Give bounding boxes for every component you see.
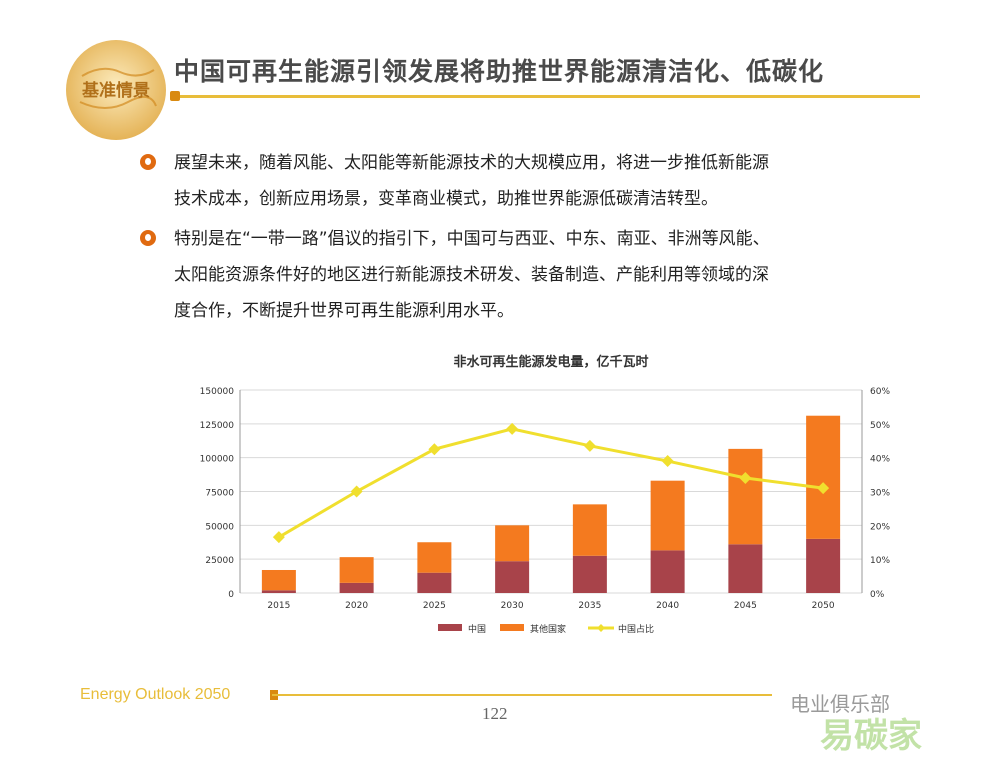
bullet-item: 特别是在“一带一路”倡议的指引下，中国可与西亚、中东、南亚、非洲等风能、 太阳能… [140,221,940,329]
bullet-icon [140,154,156,170]
x-axis-tick: 2045 [734,601,757,611]
right-axis-tick: 30% [870,489,890,499]
bar-china [495,561,530,593]
bullet-list: 展望未来，随着风能、太阳能等新能源技术的大规模应用，将进一步推低新能源 技术成本… [140,145,940,333]
x-axis-tick: 2025 [423,601,446,611]
share-point [428,443,441,456]
left-axis-tick: 25000 [205,556,234,566]
legend-swatch [500,624,524,631]
left-axis-tick: 150000 [200,387,235,397]
right-axis-tick: 0% [870,590,885,600]
bar-others [261,569,296,591]
legend-label: 其他国家 [530,623,566,635]
bullet-line: 技术成本，创新应用场景，变革商业模式，助推世界能源低碳清洁转型。 [174,189,718,209]
watermark-logo: 易碳家 [820,716,922,756]
share-point [506,422,519,435]
renewables-chart: 非水可再生能源发电量，亿千瓦时 0 25000 50000 75000 100000 125… [200,354,891,635]
bar-others [417,542,452,573]
x-axis-tick: 2050 [812,601,835,611]
bullet-item: 展望未来，随着风能、太阳能等新能源技术的大规模应用，将进一步推低新能源 技术成本… [140,145,940,217]
header-divider [170,95,920,98]
logo-text: 基准情景 [81,80,150,101]
share-point [350,485,363,498]
bar-china [728,544,763,593]
right-axis-tick: 20% [870,522,890,532]
share-point [272,531,285,544]
bullet-line: 特别是在“一带一路”倡议的指引下，中国可与西亚、中东、南亚、非洲等风能、 [174,229,770,249]
legend-swatch [438,624,462,631]
right-axis-tick: 60% [870,387,890,397]
left-axis-tick: 125000 [200,421,235,431]
bar-china [650,550,685,593]
bar-china [806,538,841,593]
bullet-line: 展望未来，随着风能、太阳能等新能源技术的大规模应用，将进一步推低新能源 [174,153,769,173]
x-axis-tick: 2015 [267,601,290,611]
share-point [739,471,752,484]
bar-china [339,582,374,593]
share-line [278,427,824,539]
right-axis-tick: 10% [870,556,890,566]
chart-area: 非水可再生能源发电量，亿千瓦时 0 25000 50000 75000 100000 125… [0,340,1000,650]
bar-others [806,415,841,539]
page-title: 中国可再生能源引领发展将助推世界能源清洁化、低碳化 [174,57,825,86]
logo-globe: 基准情景 [66,40,166,140]
share-point [661,455,674,468]
x-axis-tick: 2020 [345,601,368,611]
left-axis-tick: 75000 [205,489,234,499]
bar-others [572,504,607,556]
right-axis-tick: 40% [870,455,890,465]
bar-china [417,572,452,593]
x-axis-tick: 2040 [656,601,679,611]
right-axis-tick: 50% [870,421,890,431]
legend-label: 中国占比 [618,623,654,635]
left-axis-tick: 50000 [205,522,234,532]
bar-others [650,480,685,551]
left-axis-tick: 100000 [200,455,235,465]
header-divider-marker [170,91,180,101]
footer-divider [272,694,772,696]
bullet-icon [140,230,156,246]
bar-china [261,590,296,593]
x-axis-tick: 2030 [501,601,524,611]
footer-brand: Energy Outlook 2050 [80,686,231,703]
share-point [817,482,830,495]
bar-others [495,525,530,562]
legend-marker [597,624,605,632]
left-axis-tick: 0 [228,590,234,600]
bar-others [339,557,374,583]
bar-others [728,448,763,545]
x-axis-tick: 2035 [578,601,601,611]
chart-title: 非水可再生能源发电量，亿千瓦时 [453,354,648,370]
bar-china [572,555,607,593]
bullet-line: 度合作，不断提升世界可再生能源利用水平。 [174,301,514,321]
page-number: 122 [482,704,508,723]
watermark-text: 电业俱乐部 [790,692,890,716]
share-point [583,439,596,452]
bullet-line: 太阳能资源条件好的地区进行新能源技术研发、装备制造、产能利用等领域的深 [174,265,769,285]
legend-label: 中国 [468,623,486,635]
